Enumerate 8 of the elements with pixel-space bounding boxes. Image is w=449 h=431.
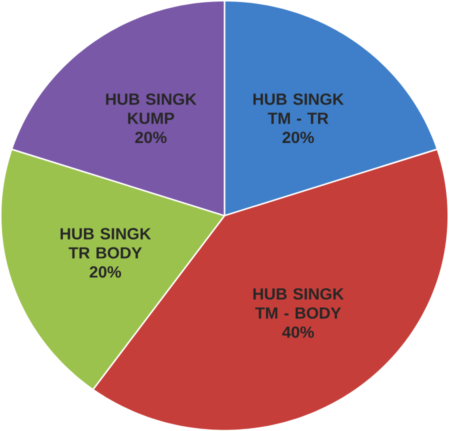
slice-label: HUB SINGK TM - TR bbox=[253, 93, 344, 124]
slice-label: HUB SINGK KUMP bbox=[106, 93, 196, 124]
slice-label: HUB SINGK TM - BODY bbox=[253, 288, 344, 319]
data-label: 20% bbox=[282, 132, 314, 143]
slice-label: HUB SINGK TR BODY bbox=[60, 228, 151, 258]
data-label: 20% bbox=[90, 266, 122, 278]
data-label: 40% bbox=[282, 326, 314, 338]
data-label: 20% bbox=[135, 132, 167, 143]
